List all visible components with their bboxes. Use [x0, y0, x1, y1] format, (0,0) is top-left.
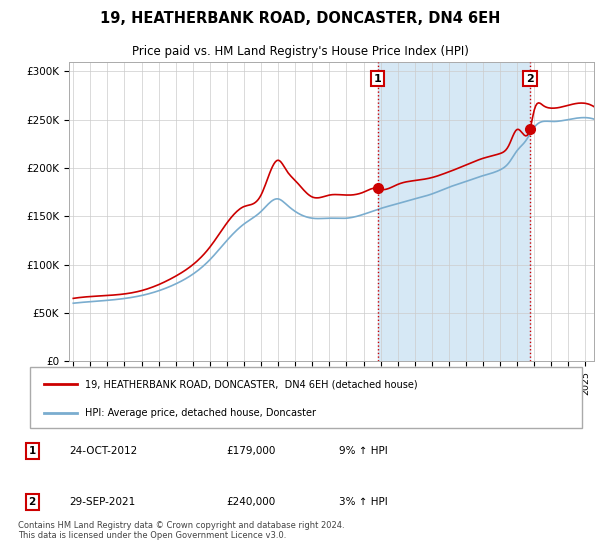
Text: 1: 1 — [28, 446, 36, 456]
Text: HPI: Average price, detached house, Doncaster: HPI: Average price, detached house, Donc… — [85, 408, 316, 418]
Text: 1: 1 — [374, 73, 382, 83]
Text: 24-OCT-2012: 24-OCT-2012 — [69, 446, 137, 456]
Text: 19, HEATHERBANK ROAD, DONCASTER,  DN4 6EH (detached house): 19, HEATHERBANK ROAD, DONCASTER, DN4 6EH… — [85, 379, 418, 389]
Text: £179,000: £179,000 — [227, 446, 276, 456]
Text: 2: 2 — [526, 73, 534, 83]
Text: Price paid vs. HM Land Registry's House Price Index (HPI): Price paid vs. HM Land Registry's House … — [131, 45, 469, 58]
Text: 2: 2 — [28, 497, 36, 507]
Text: Contains HM Land Registry data © Crown copyright and database right 2024.
This d: Contains HM Land Registry data © Crown c… — [18, 521, 344, 540]
Text: 19, HEATHERBANK ROAD, DONCASTER, DN4 6EH: 19, HEATHERBANK ROAD, DONCASTER, DN4 6EH — [100, 11, 500, 26]
Text: 3% ↑ HPI: 3% ↑ HPI — [340, 497, 388, 507]
Bar — [377, 62, 530, 361]
Text: 29-SEP-2021: 29-SEP-2021 — [69, 497, 135, 507]
FancyBboxPatch shape — [30, 367, 582, 428]
Text: 9% ↑ HPI: 9% ↑ HPI — [340, 446, 388, 456]
Text: £240,000: £240,000 — [227, 497, 276, 507]
